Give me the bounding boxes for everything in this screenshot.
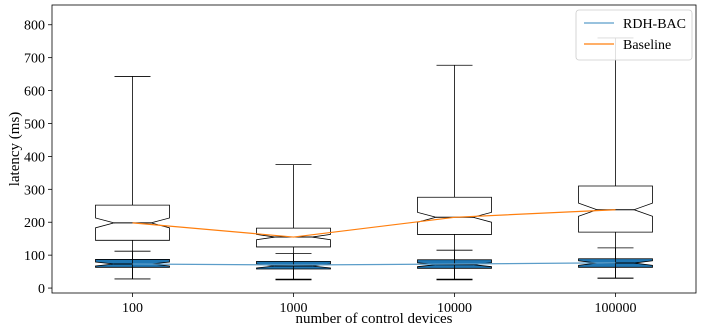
y-tick-label: 200 xyxy=(24,216,45,231)
y-tick-label: 0 xyxy=(38,282,45,297)
y-axis: 0 100 200 300 400 500 600 700 800 xyxy=(24,19,52,297)
legend-label-rdh-bac: RDH-BAC xyxy=(623,17,686,32)
legend-label-baseline: Baseline xyxy=(623,38,671,53)
box-baseline xyxy=(578,185,653,233)
legend: RDH-BAC Baseline xyxy=(575,9,693,61)
x-tick-label: 100000 xyxy=(595,301,637,316)
y-tick-label: 100 xyxy=(24,249,45,264)
series-line-rdh-bac xyxy=(132,262,616,266)
x-tick-label: 1000 xyxy=(280,301,308,316)
x-tick-label: 100 xyxy=(122,301,143,316)
y-tick-label: 500 xyxy=(24,117,45,132)
y-tick-label: 700 xyxy=(24,52,45,67)
series-line-baseline xyxy=(132,209,616,238)
x-axis: 100 1000 10000 100000 xyxy=(122,293,637,316)
y-axis-label: latency (ms) xyxy=(7,112,23,187)
y-tick-label: 600 xyxy=(24,85,45,100)
plot-frame xyxy=(51,4,697,294)
y-tick-label: 300 xyxy=(24,183,45,198)
trend-lines-layer xyxy=(132,209,616,266)
x-axis-label: number of control devices xyxy=(295,311,452,327)
y-tick-label: 800 xyxy=(24,19,45,34)
y-tick-label: 400 xyxy=(24,150,45,165)
x-tick-label: 10000 xyxy=(437,301,472,316)
boxes-layer xyxy=(95,37,653,281)
box-baseline xyxy=(417,196,492,235)
